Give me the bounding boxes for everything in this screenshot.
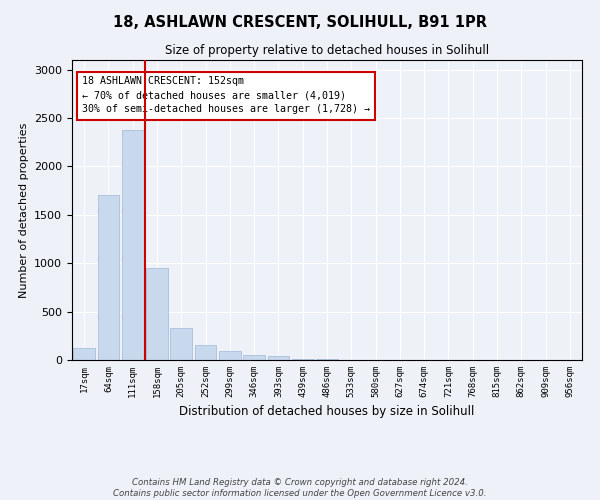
Bar	[146, 268, 168, 360]
Bar	[73, 348, 95, 360]
Bar	[122, 130, 143, 360]
Text: Contains HM Land Registry data © Crown copyright and database right 2024.
Contai: Contains HM Land Registry data © Crown c…	[113, 478, 487, 498]
Bar	[97, 196, 119, 360]
Bar	[316, 359, 338, 360]
Bar	[170, 328, 192, 360]
X-axis label: Distribution of detached houses by size in Solihull: Distribution of detached houses by size …	[179, 406, 475, 418]
Bar	[292, 359, 314, 360]
Text: 18, ASHLAWN CRESCENT, SOLIHULL, B91 1PR: 18, ASHLAWN CRESCENT, SOLIHULL, B91 1PR	[113, 15, 487, 30]
Bar	[219, 352, 241, 360]
Bar	[194, 346, 217, 360]
Y-axis label: Number of detached properties: Number of detached properties	[19, 122, 29, 298]
Bar	[268, 356, 289, 360]
Text: 18 ASHLAWN CRESCENT: 152sqm
← 70% of detached houses are smaller (4,019)
30% of : 18 ASHLAWN CRESCENT: 152sqm ← 70% of det…	[82, 76, 370, 114]
Title: Size of property relative to detached houses in Solihull: Size of property relative to detached ho…	[165, 44, 489, 58]
Bar	[243, 354, 265, 360]
